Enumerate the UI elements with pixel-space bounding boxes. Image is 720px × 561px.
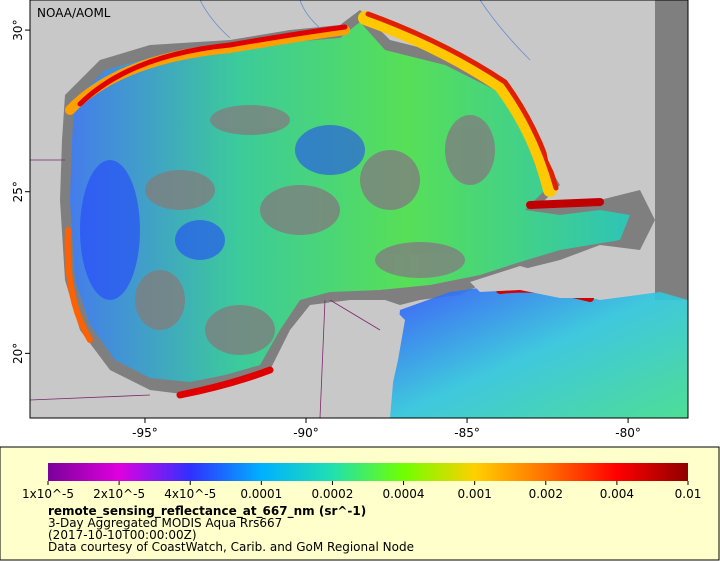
info-line: (2017-10-10T00:00:00Z) <box>48 528 197 542</box>
colorbar-tick-label: 0.0002 <box>311 487 353 501</box>
cuba <box>470 266 605 298</box>
y-tick-label: 25° <box>11 181 25 202</box>
coastal-high <box>64 11 625 399</box>
colorbar-tick-label: 0.001 <box>457 487 491 501</box>
colorbar-tick-label: 2x10^-5 <box>93 487 145 501</box>
info-line: 3-Day Aggregated MODIS Aqua Rrs667 <box>48 516 282 530</box>
colorbar-tick-label: 0.002 <box>529 487 563 501</box>
info-line: Data courtesy of CoastWatch, Carib. and … <box>48 540 414 554</box>
colorbar-tick-label: 4x10^-5 <box>164 487 216 501</box>
colorbar-tick-label: 0.0004 <box>383 487 425 501</box>
colorbar-tick-label: 0.01 <box>675 487 702 501</box>
y-tick-label: 30° <box>11 19 25 40</box>
colorbar-tick-label: 1x10^-5 <box>22 487 74 501</box>
map-area <box>30 0 688 418</box>
gulf-data <box>70 22 630 382</box>
source-label: NOAA/AOML <box>37 6 111 20</box>
rivers <box>199 0 531 61</box>
colorbar <box>48 463 688 481</box>
map-frame <box>29 0 689 419</box>
y-tick-label: 20° <box>11 343 25 364</box>
cloud-gaps <box>135 105 495 355</box>
low-values <box>80 125 365 300</box>
colorbar-ticks: 1x10^-5 2x10^-5 4x10^-5 0.0001 0.0002 0.0004 0… <box>22 481 701 501</box>
yucatan <box>290 300 405 418</box>
borders <box>30 159 381 418</box>
axes: -95° -90° -85° -80° 20° 25° 30° <box>11 19 641 440</box>
x-tick-label: -85° <box>454 426 480 440</box>
caribbean-ocean <box>390 282 688 418</box>
colorbar-tick-label: 0.004 <box>600 487 634 501</box>
florida <box>540 0 655 198</box>
x-tick-label: -95° <box>132 426 158 440</box>
colorbar-title: remote_sensing_reflectance_at_667_nm (sr… <box>48 504 366 519</box>
colorbar-tick-label: 0.0001 <box>240 487 282 501</box>
x-tick-label: -90° <box>293 426 319 440</box>
x-tick-label: -80° <box>615 426 641 440</box>
atlantic <box>655 0 688 300</box>
